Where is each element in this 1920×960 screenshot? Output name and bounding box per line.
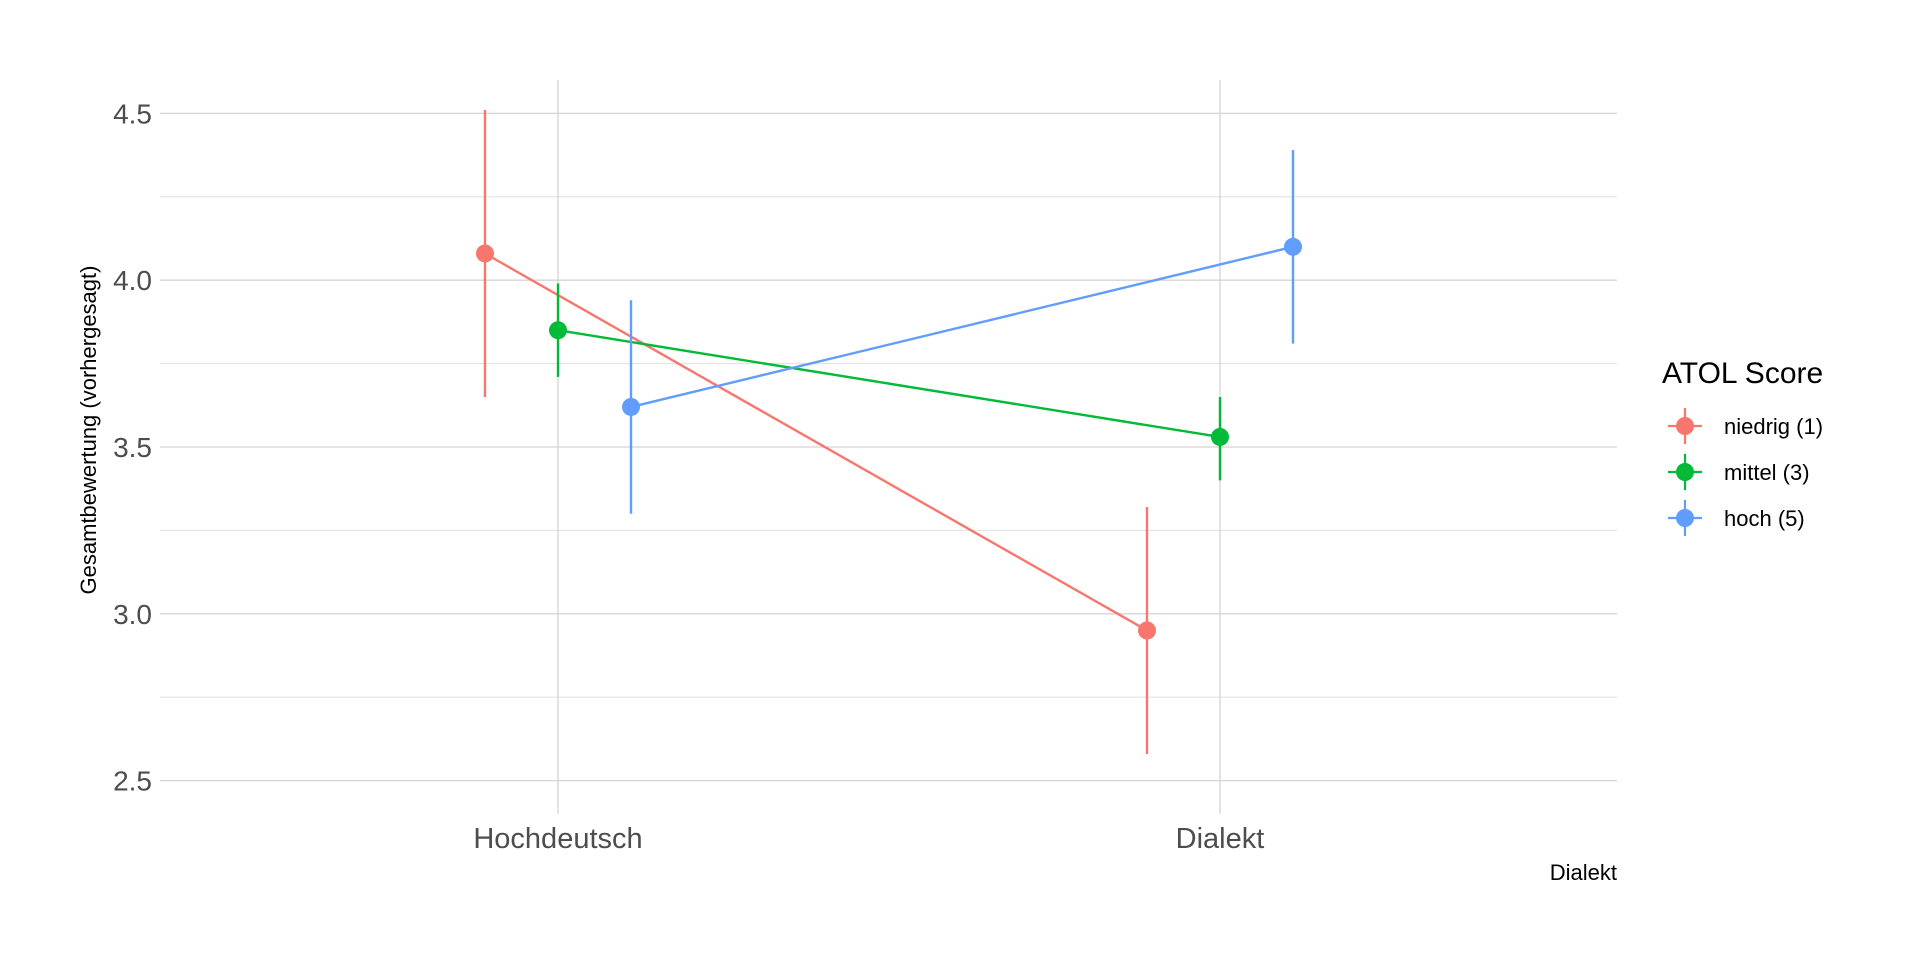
x-tick-label: Hochdeutsch <box>473 823 642 855</box>
legend-items: niedrig (1) mittel (3) hoch (5) <box>1668 408 1823 536</box>
y-tick-label: 2.5 <box>113 766 152 797</box>
legend: ATOL Score niedrig (1) mittel (3) hoch (5) <box>1662 357 1823 536</box>
legend-item: hoch (5) <box>1668 500 1805 536</box>
y-axis-ticks: 2.5 3.0 3.5 4.0 4.5 <box>113 98 152 796</box>
series-line <box>484 252 1148 632</box>
grid <box>160 80 1617 814</box>
series-1 <box>476 110 1156 754</box>
legend-item: mittel (3) <box>1668 454 1810 490</box>
series-layer <box>476 110 1302 754</box>
legend-item: niedrig (1) <box>1668 408 1823 444</box>
data-point <box>549 321 567 340</box>
legend-title: ATOL Score <box>1662 357 1823 390</box>
data-point <box>1138 621 1156 640</box>
series-line <box>557 329 1221 439</box>
y-tick-label: 4.5 <box>113 98 152 129</box>
legend-label: niedrig (1) <box>1724 414 1823 439</box>
legend-key-point <box>1676 417 1694 435</box>
legend-label: mittel (3) <box>1724 460 1810 485</box>
y-tick-label: 4.0 <box>113 265 152 296</box>
series-line <box>630 245 1294 409</box>
y-tick-label: 3.5 <box>113 432 152 463</box>
data-point <box>1211 427 1229 446</box>
x-axis-title: Dialekt <box>1550 860 1617 885</box>
y-axis-title: Gesamtbewertung (vorhergesagt) <box>76 266 101 595</box>
y-tick-label: 3.0 <box>113 599 152 630</box>
legend-key-point <box>1676 463 1694 481</box>
x-axis-ticks: Hochdeutsch Dialekt <box>473 823 1264 855</box>
data-point <box>622 397 640 416</box>
data-point <box>1284 237 1302 256</box>
x-tick-label: Dialekt <box>1176 823 1265 855</box>
legend-key-point <box>1676 509 1694 527</box>
series-3 <box>622 150 1302 514</box>
legend-label: hoch (5) <box>1724 506 1805 531</box>
series-2 <box>549 283 1229 481</box>
data-point <box>476 244 494 263</box>
